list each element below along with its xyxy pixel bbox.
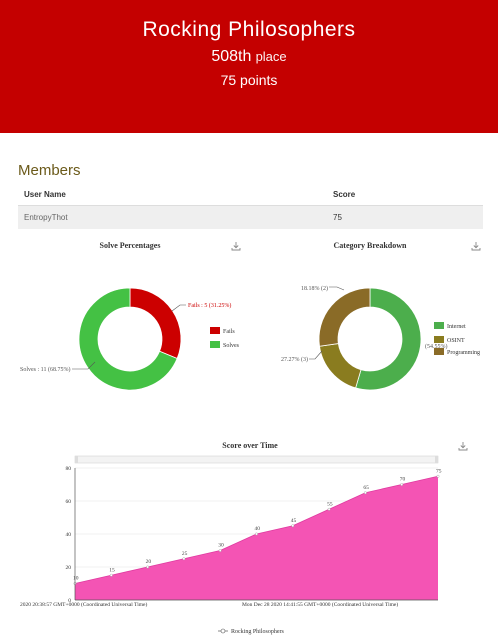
internet-data-label: (54.55%) (425, 343, 448, 350)
column-header-username: User Name (18, 183, 327, 206)
score-data-label: 70 (400, 477, 406, 483)
programming-data-label: 27.27% (3) (281, 356, 308, 363)
zoom-slider-right-handle[interactable] (435, 456, 438, 463)
column-header-score: Score (327, 183, 483, 206)
score-area-fill (75, 476, 438, 600)
table-row[interactable]: EntropyThot 75 (18, 205, 483, 229)
y-tick-label: 40 (66, 532, 72, 538)
y-tick-label: 20 (66, 565, 72, 571)
score-data-label: 40 (255, 526, 261, 532)
pie-slice-solves[interactable] (78, 287, 178, 391)
osint-leader-line (329, 286, 345, 291)
legend-label-fails[interactable]: Fails (223, 329, 235, 335)
team-banner: Rocking Philosophers 508th place 75 poin… (0, 0, 498, 133)
members-table: User Name Score EntropyThot 75 (18, 183, 483, 229)
category-breakdown-title: Category Breakdown (333, 241, 407, 250)
score-point[interactable] (363, 491, 367, 495)
pie-slice-osint[interactable] (319, 343, 362, 389)
download-icon[interactable] (231, 241, 241, 251)
y-tick-label: 0 (68, 598, 71, 604)
team-place: 508th place (0, 48, 498, 66)
legend-swatch-solves[interactable] (210, 341, 220, 348)
score-area: 10 15 20 25 30 40 45 55 65 70 75 (73, 468, 442, 600)
legend-label-score[interactable]: Rocking Philosophers (231, 629, 284, 635)
solves-data-label: Solves : 11 (68.75%) (20, 366, 70, 373)
solve-percentages-title: Solve Percentages (99, 241, 161, 250)
score-point[interactable] (182, 557, 186, 561)
pie-slice-internet[interactable] (355, 287, 422, 391)
score-point[interactable] (400, 483, 404, 486)
team-name: Rocking Philosophers (142, 18, 356, 41)
score-data-label: 20 (146, 559, 152, 565)
score-point[interactable] (436, 474, 440, 478)
legend-label-osint[interactable]: OSINT (447, 338, 465, 344)
score-data-label: 30 (218, 543, 224, 549)
legend-label-internet[interactable]: Internet (447, 324, 466, 330)
member-username[interactable]: EntropyThot (18, 205, 327, 229)
members-header-row: User Name Score (18, 183, 483, 206)
x-axis-end-label: Mon Dec 28 2020 14:41:55 GMT+0000 (Coord… (242, 601, 398, 608)
download-icon[interactable] (458, 441, 468, 451)
x-axis-start-label: 2020 20:38:57 GMT+0000 (Coordinated Univ… (20, 601, 147, 608)
legend-swatch-fails[interactable] (210, 327, 220, 334)
legend-label-programming[interactable]: Programming (447, 350, 480, 356)
pie-slice-programming[interactable] (318, 287, 371, 347)
place-number: 508th (211, 48, 252, 65)
score-point[interactable] (218, 549, 222, 552)
team-points: 75 points (0, 72, 498, 88)
category-pie-slices (318, 287, 422, 391)
score-point[interactable] (255, 532, 258, 536)
score-data-label: 65 (363, 485, 369, 491)
solve-percentages-chart: Fails : 5 (31.25%) Solves : 11 (68.75%) … (20, 287, 240, 391)
fails-leader-line (171, 304, 186, 312)
score-data-label: 55 (327, 501, 333, 507)
score-data-label: 45 (291, 518, 297, 524)
solves-leader-line (72, 361, 96, 370)
legend-label-solves[interactable]: Solves (223, 343, 240, 349)
legend-marker-score (220, 628, 226, 634)
score-point[interactable] (146, 565, 150, 569)
category-breakdown-chart: 18.18% (2) 27.27% (3) (54.55%) Internet … (281, 285, 480, 391)
legend-swatch-programming[interactable] (434, 348, 444, 355)
score-point[interactable] (109, 573, 113, 577)
score-point[interactable] (291, 524, 295, 528)
pie-slice-fails[interactable] (129, 287, 182, 360)
legend-swatch-internet[interactable] (434, 322, 444, 329)
score-data-label: 25 (182, 551, 188, 557)
member-score: 75 (327, 205, 483, 229)
y-tick-label: 60 (66, 499, 72, 505)
download-icon[interactable] (471, 241, 481, 251)
score-over-time-chart: 0 20 40 60 80 10 15 20 25 30 40 45 55 65 70 75 2020 20… (20, 455, 442, 635)
fails-data-label: Fails : 5 (31.25%) (188, 302, 231, 309)
members-heading: Members (18, 162, 81, 179)
score-point[interactable] (327, 507, 331, 511)
osint-data-label: 18.18% (2) (301, 285, 328, 292)
solve-pie-slices (78, 287, 182, 391)
place-word: place (255, 49, 287, 64)
score-data-label: 75 (436, 468, 442, 474)
score-data-label: 10 (73, 576, 79, 582)
score-data-label: 15 (109, 567, 115, 573)
points-number: 75 (220, 72, 237, 88)
score-over-time-title: Score over Time (222, 441, 278, 450)
legend-swatch-osint[interactable] (434, 336, 444, 343)
zoom-slider-track[interactable] (74, 455, 439, 464)
programming-leader-line (309, 350, 323, 360)
y-tick-label: 80 (66, 466, 72, 472)
points-word: points (240, 72, 278, 88)
zoom-slider-left-handle[interactable] (75, 456, 78, 463)
